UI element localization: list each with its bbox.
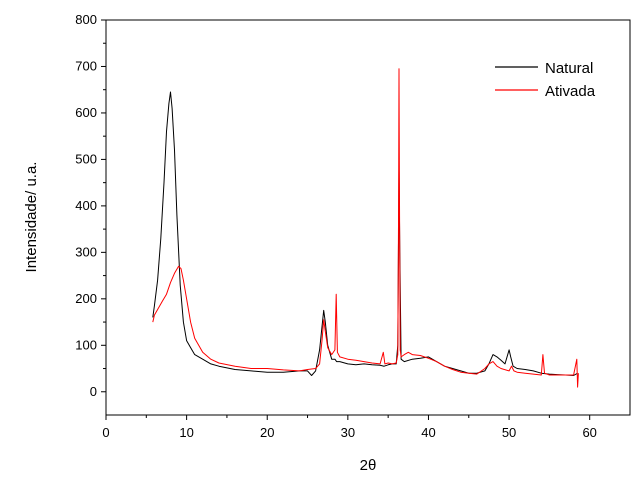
x-axis-ticks: 0 10 20 30 40 50 60 (102, 415, 597, 440)
y-tick-label: 200 (75, 291, 97, 306)
x-tick-label: 50 (502, 425, 516, 440)
series-line-natural (152, 91, 578, 376)
y-tick-label: 300 (75, 244, 97, 259)
y-axis-ticks: 0 100 200 300 400 500 600 700 800 (75, 12, 106, 399)
series-line-ativada (152, 68, 579, 388)
plot-frame (105, 19, 631, 416)
y-tick-label: 600 (75, 105, 97, 120)
y-tick-label: 0 (90, 384, 97, 399)
x-tick-label: 0 (102, 425, 109, 440)
y-tick-label: 100 (75, 337, 97, 352)
x-tick-label: 20 (260, 425, 274, 440)
y-tick-label: 500 (75, 151, 97, 166)
legend: Natural Ativada (495, 60, 596, 100)
y-tick-label: 400 (75, 198, 97, 213)
legend-label-natural: Natural (545, 60, 593, 77)
legend-label-ativada: Ativada (545, 83, 596, 100)
y-tick-label: 800 (75, 12, 97, 27)
y-tick-label: 700 (75, 58, 97, 73)
x-tick-label: 30 (341, 425, 355, 440)
x-axis-title: 2θ (360, 457, 377, 474)
x-tick-label: 40 (421, 425, 435, 440)
y-axis-title: Intensidade/ u.a. (23, 162, 40, 273)
x-tick-label: 60 (582, 425, 596, 440)
series-layer (152, 68, 579, 388)
x-tick-label: 10 (179, 425, 193, 440)
